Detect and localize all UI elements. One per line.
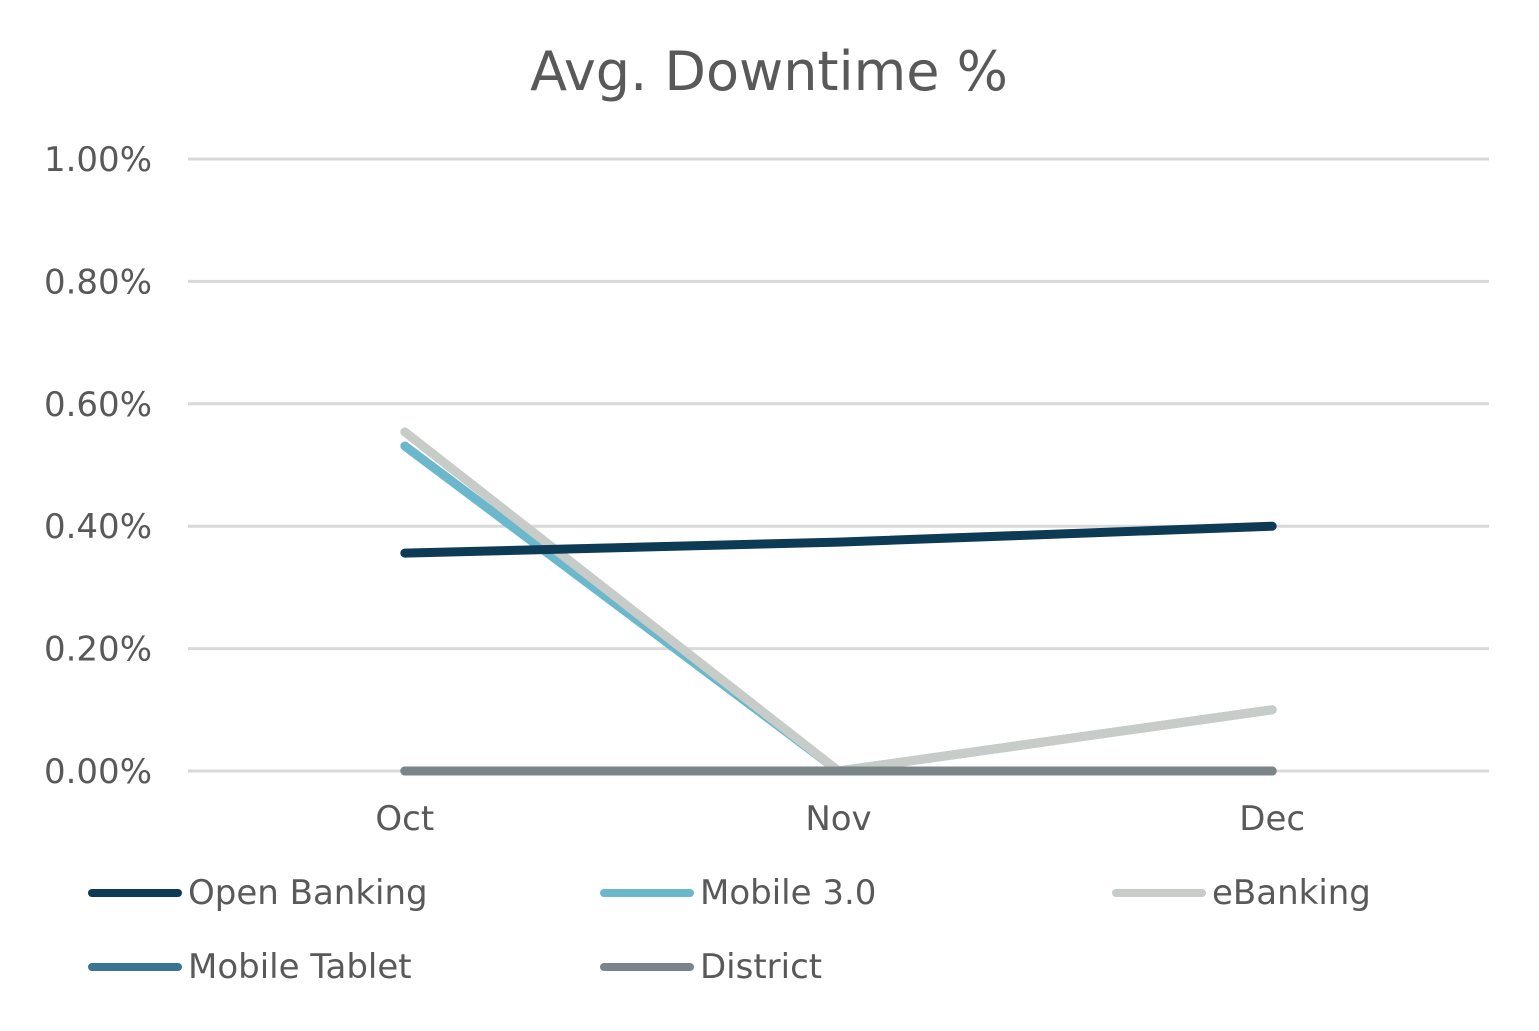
legend-item: Open Banking (88, 873, 428, 913)
legend-item: Mobile Tablet (88, 947, 412, 987)
y-tick-label: 0.20% (44, 630, 152, 670)
legend-label: Mobile 3.0 (700, 873, 877, 913)
legend-swatch (600, 889, 694, 897)
legend-label: District (700, 947, 823, 987)
legend-item: District (600, 947, 822, 987)
legend-swatch (1112, 889, 1206, 897)
legend-label: Open Banking (188, 873, 428, 913)
chart-title: Avg. Downtime % (530, 40, 1008, 103)
series-line-open-banking (400, 521, 1277, 558)
x-tick-label: Dec (1239, 799, 1305, 839)
series-line-mobile-3-0 (400, 441, 1277, 776)
legend-swatch (88, 963, 182, 971)
y-tick-label: 0.80% (44, 262, 152, 302)
y-tick-label: 0.60% (44, 385, 152, 425)
series-line-ebanking (400, 427, 1277, 776)
y-tick-label: 1.00% (44, 140, 152, 180)
legend-label: eBanking (1212, 873, 1371, 913)
legend-swatch (88, 889, 182, 897)
y-tick-label: 0.40% (44, 507, 152, 547)
y-tick-label: 0.00% (44, 752, 152, 792)
x-tick-label: Oct (375, 799, 434, 839)
x-tick-label: Nov (805, 799, 871, 839)
legend-item: Mobile 3.0 (600, 873, 876, 913)
legend-label: Mobile Tablet (188, 947, 412, 987)
legend-swatch (600, 963, 694, 971)
legend-item: eBanking (1112, 873, 1371, 913)
